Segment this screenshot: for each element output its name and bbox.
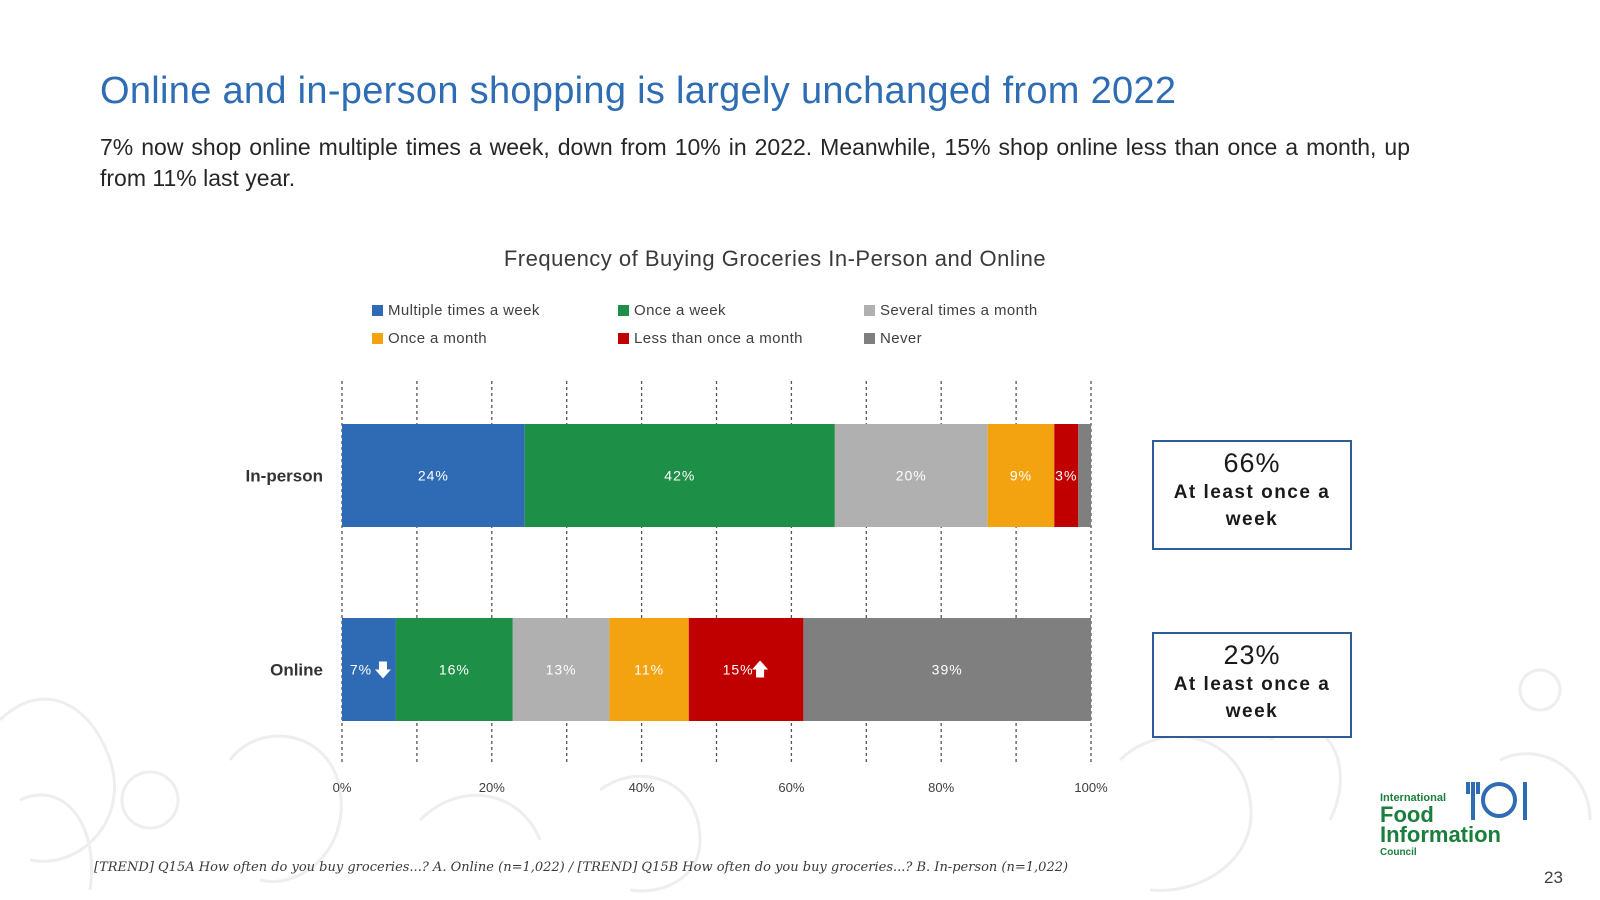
legend-item-several-times-a-month: Several times a month [864, 302, 1038, 319]
data-label: 24% [418, 468, 449, 484]
slide-title: Online and in-person shopping is largely… [100, 70, 1177, 112]
legend-swatch [864, 305, 875, 316]
arrow-down-icon [374, 661, 391, 679]
legend-swatch [372, 305, 383, 316]
data-label: 13% [546, 662, 577, 678]
x-tick-label: 40% [629, 780, 655, 795]
x-tick-label: 20% [479, 780, 505, 795]
x-tick-label: 80% [928, 780, 954, 795]
legend-swatch [618, 333, 629, 344]
legend-label: Several times a month [880, 302, 1038, 319]
callout-percentage: 66% [1223, 448, 1281, 478]
legend-swatch [864, 333, 875, 344]
logo-line-food: Food [1380, 802, 1434, 827]
data-label: 9% [1010, 468, 1032, 484]
ific-logo: International Food Information Council [1380, 782, 1550, 862]
bar-segment [688, 618, 804, 721]
category-label: In-person [246, 467, 323, 486]
logo-line-international: International [1380, 792, 1447, 804]
bar-segment [1078, 424, 1091, 527]
callout-label: At least once a week [1173, 674, 1331, 722]
category-label: Online [270, 661, 323, 680]
logo-line-council: Council [1380, 847, 1417, 858]
callout-label: At least once a week [1173, 482, 1331, 530]
data-label: 20% [896, 468, 927, 484]
callout-in-person: 66% At least once a week [1152, 440, 1352, 550]
bar-segment [512, 618, 610, 721]
bar-segment [1054, 424, 1079, 527]
x-tick-label: 100% [1074, 780, 1108, 795]
legend-item-less-than-once-a-month: Less than once a month [618, 330, 803, 347]
data-label: 15% [723, 662, 754, 678]
logo-line-information: Information [1380, 822, 1501, 847]
bar-segment [524, 424, 835, 527]
data-label: 39% [932, 662, 963, 678]
legend-item-once-a-month: Once a month [372, 330, 487, 347]
chart-title: Frequency of Buying Groceries In-Person … [503, 246, 1047, 271]
arrow-up-icon [752, 660, 769, 678]
legend-label: Less than once a month [634, 330, 803, 347]
legend-item-never: Never [864, 330, 922, 347]
bar-segment [342, 424, 525, 527]
fork-plate-icon [1466, 782, 1527, 820]
bar-segment [395, 618, 513, 721]
data-label: 16% [439, 662, 470, 678]
legend-label: Once a month [388, 330, 488, 347]
legend-swatch [372, 333, 383, 344]
x-tick-label: 60% [778, 780, 804, 795]
callout-percentage: 23% [1223, 640, 1281, 670]
legend-item-once-a-week: Once a week [618, 302, 726, 319]
slide-subtitle: 7% now shop online multiple times a week… [100, 134, 1410, 191]
legend-swatch [618, 305, 629, 316]
legend-item-multiple-times-a-week: Multiple times a week [372, 302, 540, 319]
data-label: 7% [350, 662, 372, 678]
bar-segment [803, 618, 1091, 721]
data-label: 42% [664, 468, 695, 484]
bar-segment [987, 424, 1055, 527]
x-tick-label: 0% [333, 780, 352, 795]
bar-segment [609, 618, 689, 721]
page-number: 23 [1544, 868, 1563, 887]
data-label: 3% [1055, 468, 1077, 484]
legend-label: Once a week [634, 302, 726, 319]
bar-segment [834, 424, 988, 527]
footnote: [TREND] Q15A How often do you buy grocer… [94, 860, 1069, 875]
legend-label: Never [880, 330, 923, 347]
callout-online: 23% At least once a week [1152, 632, 1352, 738]
legend-label: Multiple times a week [388, 302, 540, 319]
data-label: 11% [634, 662, 664, 678]
